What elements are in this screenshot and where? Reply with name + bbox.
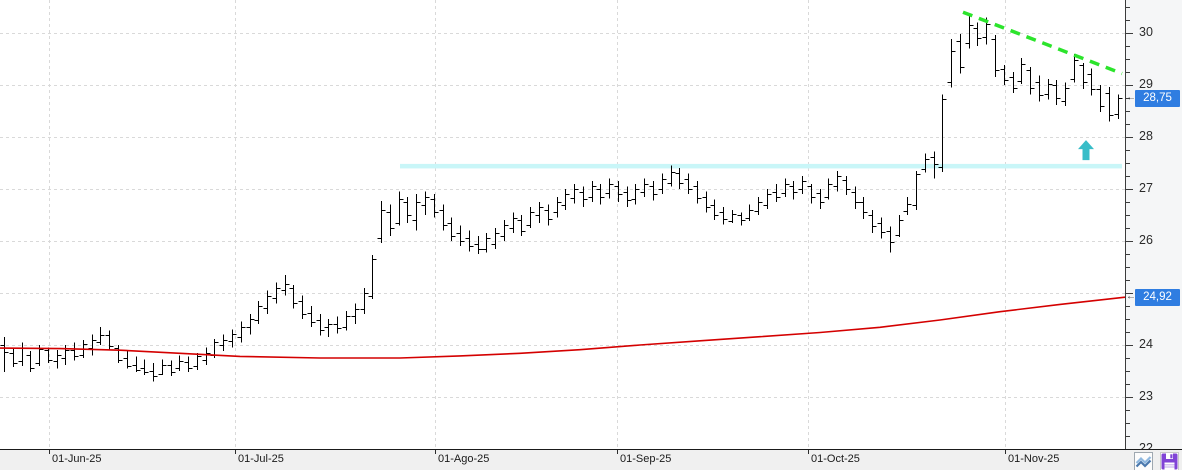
y-axis-label: 28: [1139, 129, 1153, 143]
y-axis-tick: [1126, 111, 1130, 112]
y-axis-tick: [1126, 20, 1130, 21]
x-axis-tick: [435, 450, 436, 454]
y-axis-tick: [1126, 371, 1130, 372]
y-axis-tick: [1126, 332, 1130, 333]
y-axis-tick: [1126, 423, 1130, 424]
floppy-disk-icon: [1161, 453, 1178, 470]
price-marker-badge: 28,75: [1135, 89, 1180, 107]
y-axis-tick: [1126, 33, 1133, 34]
support-line[interactable]: [400, 163, 1122, 169]
y-axis-tick: [1126, 280, 1130, 281]
x-axis-label: 01-Sep-25: [620, 453, 672, 465]
x-axis-label: 01-Jul-25: [238, 453, 284, 465]
y-axis-tick: [1126, 410, 1130, 411]
y-axis-tick: [1126, 85, 1133, 86]
x-axis-label: 01-Ago-25: [438, 453, 490, 465]
y-axis-tick: [1126, 436, 1130, 437]
x-axis-tick: [617, 450, 618, 454]
x-axis-tick: [49, 450, 50, 454]
y-axis-tick: [1126, 358, 1130, 359]
price-axis[interactable]: 30 29 28 27 26 24 23 22 ← 28,75 ← 24,92: [1126, 0, 1182, 455]
y-axis-tick: [1126, 124, 1130, 125]
y-axis-label: 27: [1139, 181, 1153, 195]
indicator-display-button[interactable]: [1134, 452, 1153, 470]
save-button[interactable]: [1160, 452, 1179, 470]
y-axis-tick: [1126, 319, 1130, 320]
y-axis-tick: [1126, 189, 1133, 190]
badge-pointer-arrow-icon: ←: [1126, 291, 1136, 303]
y-axis-label: 29: [1139, 77, 1153, 91]
y-axis-tick: [1126, 163, 1130, 164]
y-axis-tick: [1126, 98, 1130, 99]
y-axis-tick: [1126, 293, 1133, 294]
y-axis-tick: [1126, 228, 1130, 229]
buy-arrow-marker[interactable]: [1078, 140, 1094, 161]
x-axis-label: 01-Oct-25: [811, 453, 860, 465]
y-axis-tick: [1126, 59, 1130, 60]
y-axis-tick: [1126, 176, 1130, 177]
y-axis-tick: [1126, 215, 1130, 216]
y-axis-tick: [1126, 150, 1130, 151]
x-axis-label: 01-Nov-25: [1008, 453, 1060, 465]
y-axis-label: 30: [1139, 25, 1153, 39]
y-axis-tick: [1126, 202, 1130, 203]
zigzag-icon: [1135, 456, 1152, 468]
y-axis-label: 24: [1139, 337, 1153, 351]
y-axis-tick: [1126, 345, 1133, 346]
x-axis-tick: [808, 450, 809, 454]
y-axis-tick: [1126, 267, 1130, 268]
x-axis-tick: [235, 450, 236, 454]
y-axis-tick: [1126, 137, 1133, 138]
y-axis-tick: [1126, 72, 1130, 73]
y-axis-tick: [1126, 254, 1130, 255]
y-axis-tick: [1126, 384, 1130, 385]
price-chart-plot[interactable]: [0, 0, 1126, 449]
y-axis-tick: [1126, 241, 1133, 242]
badge-pointer-arrow-icon: ←: [1126, 92, 1136, 103]
trend-line[interactable]: [962, 10, 1123, 76]
time-axis[interactable]: 01-Jun-25 01-Jul-25 01-Ago-25 01-Sep-25 01-O…: [0, 449, 1182, 470]
y-axis-tick: [1126, 306, 1130, 307]
x-axis-label: 01-Jun-25: [52, 453, 102, 465]
price-bars: [0, 13, 1123, 382]
y-axis-tick: [1126, 397, 1133, 398]
y-axis-tick: [1126, 46, 1130, 47]
moving-average-line[interactable]: [0, 296, 1126, 359]
y-axis-label: 23: [1139, 389, 1153, 403]
price-marker-badge: 24,92: [1135, 288, 1180, 306]
x-axis-tick: [1005, 450, 1006, 454]
y-axis-label: 26: [1139, 233, 1153, 247]
y-axis-tick: [1126, 7, 1130, 8]
